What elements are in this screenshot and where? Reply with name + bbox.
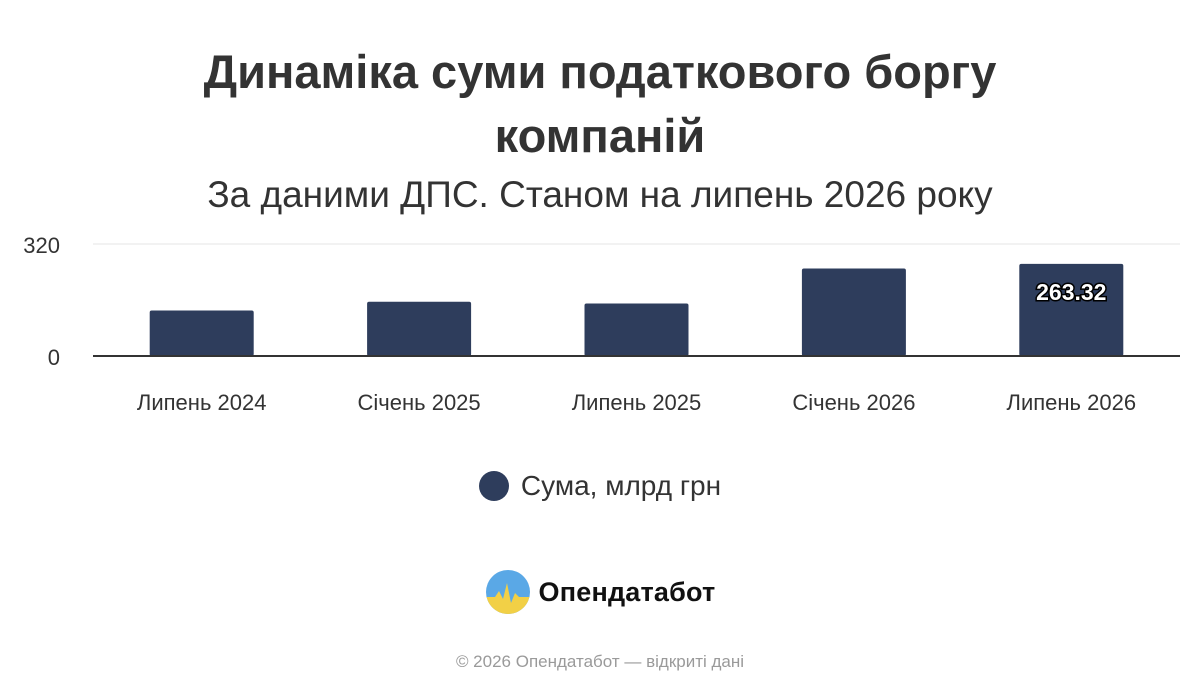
x-tick-label: Липень 2025 xyxy=(572,390,702,415)
bar-chart: 0 320 Липень 2024 Січень 2025 Липень 2025 Січ… xyxy=(23,233,1180,415)
x-tick-label: Липень 2024 xyxy=(137,390,267,415)
x-tick-label: Липень 2026 xyxy=(1007,390,1137,415)
bar xyxy=(584,303,689,356)
data-label: 263.32 xyxy=(1036,279,1106,305)
opendatabot-logo-icon xyxy=(485,570,530,614)
bar xyxy=(1019,263,1124,356)
y-tick-label: 320 xyxy=(23,233,60,258)
y-tick-label: 0 xyxy=(48,345,60,370)
brand: Опендатабот xyxy=(0,569,1200,615)
bar xyxy=(367,301,472,356)
chart-subtitle: За даними ДПС. Станом на липень 2026 рок… xyxy=(207,174,993,215)
x-tick-label: Січень 2025 xyxy=(358,390,481,415)
bar xyxy=(801,268,906,356)
bar xyxy=(149,310,254,356)
legend-swatch xyxy=(478,471,509,501)
x-tick-label: Січень 2026 xyxy=(792,390,915,415)
legend-label: Сума, млрд грн xyxy=(520,470,722,501)
legend: Сума, млрд грн xyxy=(0,470,1200,502)
brand-name: Опендатабот xyxy=(538,576,716,607)
chart-title: Динаміка суми податкового боргу компаній xyxy=(203,45,997,162)
copyright-text: © 2026 Опендатабот — відкриті дані xyxy=(455,652,745,671)
